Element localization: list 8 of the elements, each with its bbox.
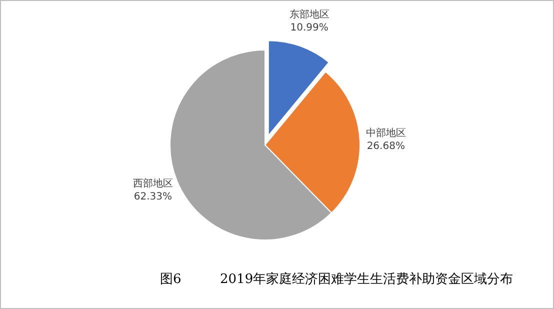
text: 2019年家庭经济困难学生生活费补助资金区域分布 (220, 271, 514, 287)
slice-label: 东部地区 (289, 8, 330, 21)
slice-label: 西部地区 (132, 178, 173, 190)
data-label: 10.99% (290, 22, 328, 34)
data-label: 26.68% (366, 140, 405, 152)
caption: 图6 (160, 272, 182, 287)
data-label: 62.33% (134, 192, 172, 203)
slice-label: 中部地区 (366, 126, 406, 139)
